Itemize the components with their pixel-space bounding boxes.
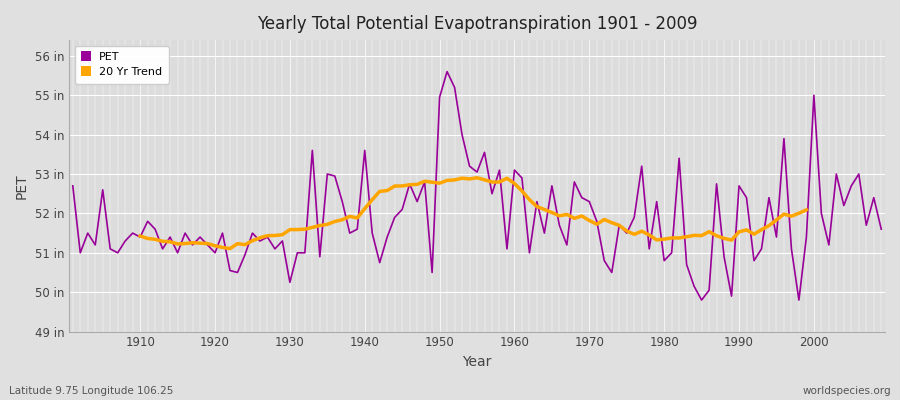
Text: Latitude 9.75 Longitude 106.25: Latitude 9.75 Longitude 106.25 <box>9 386 174 396</box>
Legend: PET, 20 Yr Trend: PET, 20 Yr Trend <box>75 46 169 84</box>
Text: worldspecies.org: worldspecies.org <box>803 386 891 396</box>
X-axis label: Year: Year <box>463 355 491 369</box>
Title: Yearly Total Potential Evapotranspiration 1901 - 2009: Yearly Total Potential Evapotranspiratio… <box>256 15 698 33</box>
Y-axis label: PET: PET <box>15 173 29 199</box>
